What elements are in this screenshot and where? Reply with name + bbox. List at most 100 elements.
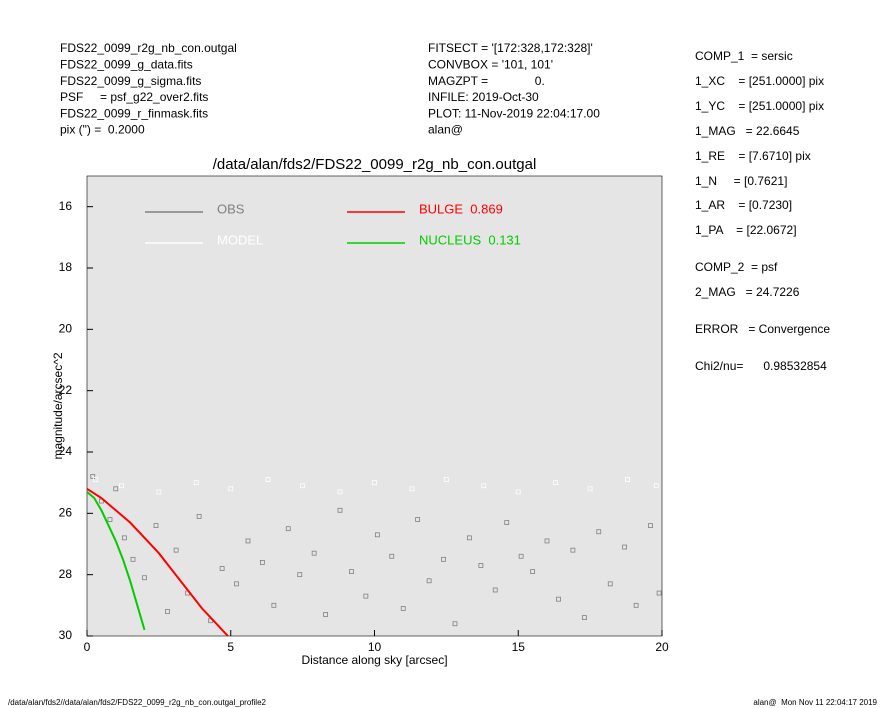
data-point <box>466 535 472 541</box>
y-tick-label: 20 <box>59 322 73 336</box>
data-point <box>653 483 659 489</box>
y-tick-label: 16 <box>59 199 73 213</box>
data-point <box>581 615 587 620</box>
data-point <box>633 602 639 608</box>
data-point <box>452 621 458 627</box>
data-point <box>156 489 162 495</box>
header-left-line: FDS22_0099_r_finmask.fits <box>60 106 208 120</box>
legend-label: MODEL <box>217 232 263 247</box>
data-point <box>337 489 343 495</box>
data-point <box>142 575 147 581</box>
header-right-line: Chi2/nu= 0.98532854 <box>695 359 827 373</box>
data-point <box>219 566 225 571</box>
data-point <box>193 480 199 486</box>
header-center-line: alan@ <box>428 123 463 137</box>
legend-label: BULGE 0.869 <box>419 201 503 216</box>
header-right-line: 1_YC = [251.0000] pix <box>695 99 824 113</box>
x-tick-label: 20 <box>655 640 669 654</box>
header-center-line: MAGZPT = 0. <box>428 74 545 88</box>
data-point <box>441 556 446 562</box>
y-tick-label: 18 <box>59 260 73 274</box>
header-right-line: 1_N = [0.7621] <box>695 174 787 188</box>
data-point <box>121 535 127 541</box>
header-right-line: 1_RE = [7.6710] pix <box>695 149 811 163</box>
header-right-line: 1_XC = [251.0000] pix <box>695 74 824 88</box>
plot-background <box>86 175 663 637</box>
header-left-line: PSF = psf_g22_over2.fits <box>60 90 208 104</box>
data-point <box>228 486 234 492</box>
data-point <box>415 517 421 522</box>
data-point <box>234 581 239 587</box>
data-point <box>363 593 369 599</box>
x-tick-label: 5 <box>227 640 234 654</box>
data-point <box>259 560 265 565</box>
y-tick-label: 28 <box>59 567 73 581</box>
y-tick-label: 30 <box>59 628 73 642</box>
y-tick-label: 24 <box>59 444 73 458</box>
data-point <box>504 520 510 525</box>
data-point <box>337 507 343 513</box>
legend-label: OBS <box>217 201 245 216</box>
data-point <box>107 517 113 522</box>
data-point <box>130 556 136 562</box>
x-axis-label: Distance along sky [arcsec] <box>301 653 447 667</box>
chart-title: /data/alan/fds2/FDS22_0099_r2g_nb_con.ou… <box>213 156 537 173</box>
x-tick-label: 15 <box>512 640 526 654</box>
header-right-line: 2_MAG = 24.7226 <box>695 285 800 299</box>
data-point <box>165 609 170 614</box>
header-left-line: FDS22_0099_g_sigma.fits <box>60 74 201 88</box>
data-point <box>119 483 124 489</box>
x-tick-label: 0 <box>84 640 91 654</box>
header-right-line: 1_PA = [22.0672] <box>695 223 797 237</box>
header-left-line: FDS22_0099_g_data.fits <box>60 57 193 71</box>
data-point <box>297 572 303 578</box>
data-point <box>481 483 487 489</box>
header-right-line: COMP_2 = psf <box>695 260 778 274</box>
header-left-line: pix (") = 0.2000 <box>60 123 145 137</box>
data-point <box>570 547 576 553</box>
y-tick-label: 22 <box>59 383 73 397</box>
data-point <box>518 553 524 559</box>
header-left-line: FDS22_0099_r2g_nb_con.outgal <box>60 41 237 55</box>
data-point <box>349 569 354 574</box>
data-point <box>409 486 415 492</box>
data-point <box>544 538 550 544</box>
data-point <box>530 569 536 574</box>
header-center-line: INFILE: 2019-Oct-30 <box>428 90 539 104</box>
data-point <box>553 480 559 486</box>
profile-line <box>86 487 229 637</box>
footer-right: alan@ Mon Nov 11 22:04:17 2019 <box>753 698 877 707</box>
legend-label: NUCLEUS 0.131 <box>419 232 521 247</box>
data-point <box>196 514 202 519</box>
data-point <box>311 550 317 556</box>
data-point <box>323 612 329 617</box>
header-right-line: 1_MAG = 22.6645 <box>695 124 800 138</box>
y-axis-label: magnitude/arcsec^2 <box>51 352 65 459</box>
data-point <box>443 477 449 483</box>
data-point <box>389 553 395 559</box>
data-point <box>556 596 561 602</box>
data-point <box>622 544 628 550</box>
data-point <box>374 532 380 538</box>
data-point <box>372 480 377 486</box>
data-point <box>153 523 159 528</box>
data-point <box>173 547 179 553</box>
header-right-line: COMP_1 = sersic <box>695 49 793 63</box>
header-center-line: CONVBOX = '101, 101' <box>428 57 553 71</box>
footer-left: /data/alan/fds2//data/alan/fds2/FDS22_00… <box>8 698 267 707</box>
header-right-line: ERROR = Convergence <box>695 322 830 336</box>
data-point <box>656 590 662 596</box>
profile-line <box>86 491 146 631</box>
data-point <box>607 581 613 587</box>
data-point <box>90 474 96 479</box>
data-point <box>426 578 432 584</box>
data-point <box>271 602 277 608</box>
data-point <box>245 538 251 544</box>
header-center-line: FITSECT = '[172:328,172:328]' <box>428 41 593 55</box>
data-point <box>478 563 484 568</box>
header-right-line: 1_AR = [0.7230] <box>695 198 792 212</box>
data-point <box>515 489 521 495</box>
data-point <box>492 587 498 593</box>
data-point <box>285 526 291 532</box>
